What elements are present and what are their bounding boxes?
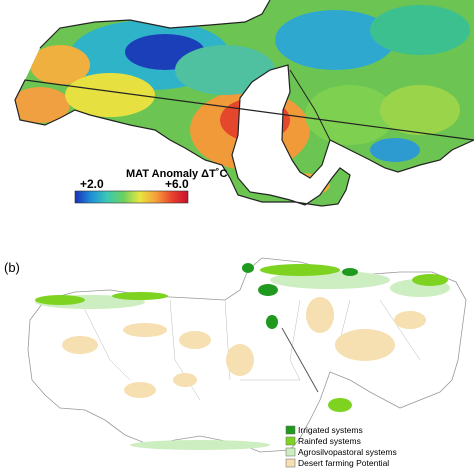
north-africa-middle-east-outline (14, 0, 474, 207)
legend-label: Rainfed systems (298, 436, 361, 446)
legend-swatch (285, 447, 296, 457)
country-borders-b (79, 299, 421, 401)
red-sea-line (289, 69, 331, 141)
legend-swatch (285, 436, 296, 446)
panel-b-map (27, 257, 467, 453)
red-sea-line-b (281, 327, 319, 393)
legend-label: Agrosilvopastoral systems (298, 447, 397, 457)
colorbar: MAT Anomaly ΔT˚C +2.0 +6.0 (74, 168, 227, 204)
rainfed-areas (35, 264, 448, 412)
legend-label: Irrigated systems (298, 425, 363, 435)
colorbar-min-label: +2.0 (80, 177, 104, 191)
legend-label: Desert farming Potential (298, 458, 389, 468)
panel-b-label: (b) (4, 260, 20, 275)
legend-swatch (285, 458, 296, 468)
colorbar-max-label: +6.0 (165, 177, 189, 191)
colorbar-bar (74, 190, 189, 204)
irrigated-areas (242, 263, 358, 329)
desert-farming-areas (62, 297, 426, 398)
colorbar-title: MAT Anomaly ΔT˚C (126, 168, 227, 180)
legend-swatch (285, 425, 296, 435)
panel-a-map (14, 0, 474, 207)
mat-anomaly-field (15, 0, 474, 206)
